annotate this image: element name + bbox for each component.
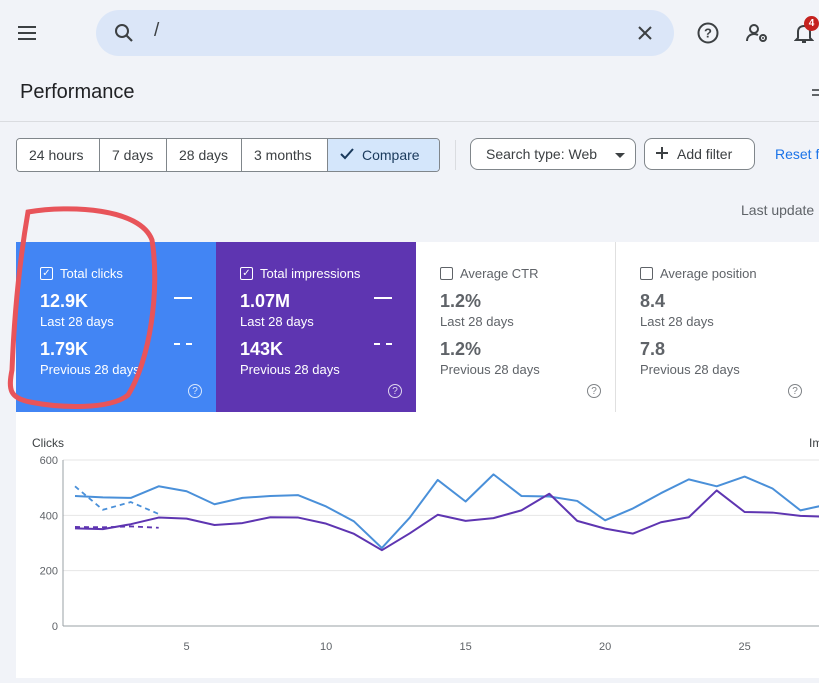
check-icon [340, 147, 354, 163]
series-line-2 [74, 485, 160, 515]
last-updated-text: Last update [741, 202, 815, 218]
page-title: Performance [20, 81, 135, 103]
search-type-label: Search type: Web [486, 146, 598, 162]
metric-prev-value: 7.8 [640, 339, 666, 359]
x-tick-label: 5 [184, 641, 190, 653]
metric-card-ctr[interactable]: Average CTR 1.2% Last 28 days 1.2% Previ… [416, 242, 616, 412]
search-input[interactable]: / [154, 20, 160, 41]
range-compare[interactable]: Compare [328, 139, 439, 171]
metric-value: 1.07M [240, 291, 291, 311]
metric-card-position[interactable]: Average position 8.4 Last 28 days 7.8 Pr… [616, 242, 819, 412]
metric-prev-period: Previous 28 days [640, 362, 740, 377]
metric-prev-value: 1.2% [440, 339, 482, 359]
y-tick-label: 400 [40, 510, 58, 522]
metric-label: Average CTR [460, 266, 539, 281]
metric-period: Last 28 days [640, 314, 714, 329]
checkbox-unchecked-icon[interactable] [440, 267, 453, 280]
range-24-hours[interactable]: 24 hours [17, 139, 100, 171]
help-icon[interactable]: ? [388, 384, 402, 398]
search-bar[interactable] [96, 10, 674, 56]
series-line-3 [74, 525, 159, 529]
search-type-dropdown[interactable]: Search type: Web [470, 138, 636, 170]
notification-badge: 4 [804, 16, 819, 31]
series-line-1 [74, 489, 819, 552]
dashed-line-legend-icon [174, 343, 192, 345]
help-icon[interactable]: ? [188, 384, 202, 398]
header-divider [0, 121, 819, 122]
chart-y-axis-label-right: Im [809, 436, 819, 450]
metric-prev-period: Previous 28 days [240, 362, 340, 377]
y-tick-label: 0 [52, 621, 58, 633]
checkbox-unchecked-icon[interactable] [640, 267, 653, 280]
user-settings-icon[interactable] [745, 22, 769, 49]
help-icon[interactable]: ? [697, 22, 719, 49]
x-tick-label: 20 [599, 641, 611, 653]
metric-label: Total impressions [260, 266, 361, 281]
x-tick-label: 25 [738, 641, 750, 653]
plus-icon [655, 146, 669, 163]
range-28-days[interactable]: 28 days [167, 139, 242, 171]
range-3-months[interactable]: 3 months [242, 139, 328, 171]
svg-text:?: ? [704, 26, 712, 41]
metric-prev-period: Previous 28 days [440, 362, 540, 377]
help-icon[interactable]: ? [788, 384, 802, 398]
dashed-line-legend-icon [374, 343, 392, 345]
toolbar-divider [455, 140, 456, 170]
y-tick-label: 200 [40, 566, 58, 578]
metric-period: Last 28 days [240, 314, 314, 329]
clear-icon[interactable] [635, 23, 655, 48]
menu-icon[interactable] [10, 15, 46, 51]
metric-prev-value: 143K [240, 339, 284, 359]
chart-y-axis-label: Clicks [32, 436, 64, 450]
series-line-0 [74, 473, 819, 549]
metric-value: 1.2% [440, 291, 482, 311]
metric-period: Last 28 days [440, 314, 514, 329]
y-tick-label: 600 [40, 455, 58, 467]
x-tick-label: 10 [320, 641, 332, 653]
metric-value: 8.4 [640, 291, 666, 311]
x-tick-label: 15 [459, 641, 471, 653]
metric-card-impressions[interactable]: ✓ Total impressions 1.07M Last 28 days 1… [216, 242, 416, 412]
date-range-selector: 24 hours 7 days 28 days 3 months Compare [16, 138, 440, 172]
add-filter-button[interactable]: Add filter [644, 138, 755, 170]
solid-line-legend-icon [374, 297, 392, 299]
range-compare-label: Compare [362, 147, 420, 163]
top-bar: / ? 4 [0, 0, 819, 66]
dropdown-arrow-icon [615, 146, 625, 162]
performance-chart-panel [16, 412, 819, 678]
solid-line-legend-icon [174, 297, 192, 299]
metric-label: Average position [660, 266, 757, 281]
add-filter-label: Add filter [677, 146, 733, 162]
search-icon [114, 23, 134, 48]
help-icon[interactable]: ? [587, 384, 601, 398]
checkbox-checked-icon[interactable]: ✓ [240, 267, 253, 280]
reset-filters-link[interactable]: Reset f [775, 146, 819, 162]
range-7-days[interactable]: 7 days [100, 139, 167, 171]
